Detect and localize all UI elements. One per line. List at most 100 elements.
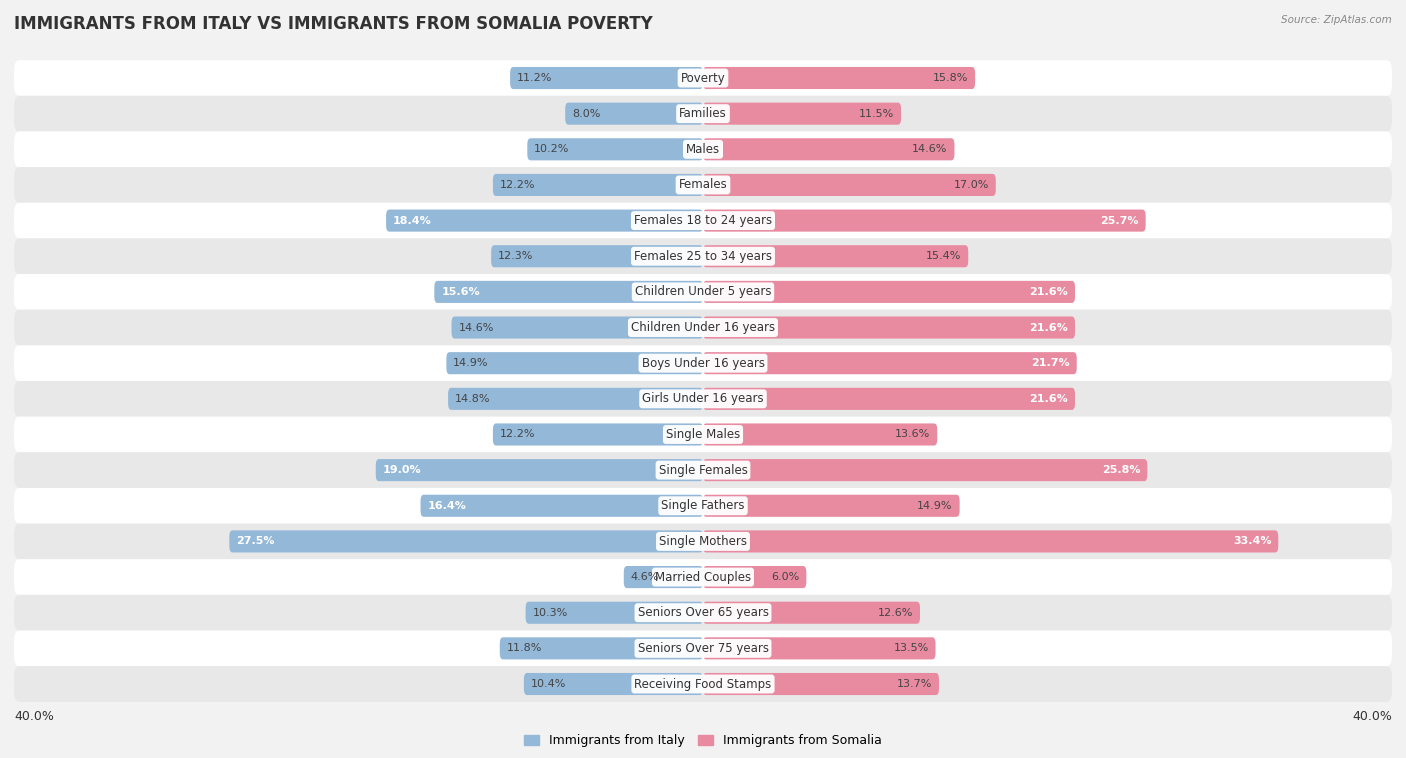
FancyBboxPatch shape [703,673,939,695]
FancyBboxPatch shape [703,245,969,268]
FancyBboxPatch shape [491,245,703,268]
FancyBboxPatch shape [703,637,935,659]
FancyBboxPatch shape [703,281,1076,303]
Text: 17.0%: 17.0% [953,180,988,190]
Text: 11.5%: 11.5% [859,108,894,119]
FancyBboxPatch shape [14,666,1392,702]
FancyBboxPatch shape [375,459,703,481]
Text: 40.0%: 40.0% [1353,709,1392,722]
Text: Females 18 to 24 years: Females 18 to 24 years [634,214,772,227]
Text: Poverty: Poverty [681,71,725,84]
Text: 10.2%: 10.2% [534,144,569,155]
FancyBboxPatch shape [510,67,703,89]
Text: 8.0%: 8.0% [572,108,600,119]
FancyBboxPatch shape [14,239,1392,274]
FancyBboxPatch shape [14,203,1392,239]
FancyBboxPatch shape [703,388,1076,410]
Text: Boys Under 16 years: Boys Under 16 years [641,357,765,370]
Text: 18.4%: 18.4% [392,215,432,226]
Text: Source: ZipAtlas.com: Source: ZipAtlas.com [1281,15,1392,25]
FancyBboxPatch shape [14,274,1392,310]
FancyBboxPatch shape [703,174,995,196]
FancyBboxPatch shape [703,531,1278,553]
Text: 13.6%: 13.6% [896,430,931,440]
FancyBboxPatch shape [703,102,901,125]
FancyBboxPatch shape [14,524,1392,559]
FancyBboxPatch shape [494,174,703,196]
FancyBboxPatch shape [14,346,1392,381]
FancyBboxPatch shape [703,459,1147,481]
FancyBboxPatch shape [703,138,955,161]
Text: 11.2%: 11.2% [517,73,553,83]
Text: 14.6%: 14.6% [912,144,948,155]
Legend: Immigrants from Italy, Immigrants from Somalia: Immigrants from Italy, Immigrants from S… [519,729,887,753]
Text: Seniors Over 75 years: Seniors Over 75 years [637,642,769,655]
FancyBboxPatch shape [14,595,1392,631]
Text: Seniors Over 65 years: Seniors Over 65 years [637,606,769,619]
Text: 14.8%: 14.8% [456,394,491,404]
FancyBboxPatch shape [703,424,938,446]
FancyBboxPatch shape [434,281,703,303]
FancyBboxPatch shape [14,310,1392,346]
Text: 15.4%: 15.4% [927,251,962,262]
Text: 14.9%: 14.9% [453,359,489,368]
FancyBboxPatch shape [703,317,1076,339]
Text: 21.6%: 21.6% [1029,323,1069,333]
FancyBboxPatch shape [703,209,1146,232]
Text: Single Females: Single Females [658,464,748,477]
FancyBboxPatch shape [703,67,976,89]
Text: Girls Under 16 years: Girls Under 16 years [643,393,763,406]
Text: 12.6%: 12.6% [877,608,912,618]
Text: 11.8%: 11.8% [506,644,543,653]
Text: 4.6%: 4.6% [631,572,659,582]
Text: 10.3%: 10.3% [533,608,568,618]
Text: 16.4%: 16.4% [427,501,467,511]
Text: 12.2%: 12.2% [499,180,536,190]
FancyBboxPatch shape [14,131,1392,167]
FancyBboxPatch shape [494,424,703,446]
FancyBboxPatch shape [14,417,1392,453]
FancyBboxPatch shape [14,96,1392,131]
Text: 14.9%: 14.9% [917,501,953,511]
Text: 21.6%: 21.6% [1029,394,1069,404]
FancyBboxPatch shape [14,167,1392,203]
Text: 12.3%: 12.3% [498,251,533,262]
Text: Receiving Food Stamps: Receiving Food Stamps [634,678,772,691]
Text: 33.4%: 33.4% [1233,537,1271,547]
Text: 15.6%: 15.6% [441,287,479,297]
FancyBboxPatch shape [526,602,703,624]
Text: Single Males: Single Males [666,428,740,441]
Text: 10.4%: 10.4% [531,679,567,689]
Text: Children Under 16 years: Children Under 16 years [631,321,775,334]
Text: Females: Females [679,178,727,192]
Text: 12.2%: 12.2% [499,430,536,440]
Text: 27.5%: 27.5% [236,537,274,547]
Text: Single Fathers: Single Fathers [661,500,745,512]
FancyBboxPatch shape [624,566,703,588]
Text: IMMIGRANTS FROM ITALY VS IMMIGRANTS FROM SOMALIA POVERTY: IMMIGRANTS FROM ITALY VS IMMIGRANTS FROM… [14,15,652,33]
FancyBboxPatch shape [14,488,1392,524]
Text: 21.6%: 21.6% [1029,287,1069,297]
Text: 25.7%: 25.7% [1101,215,1139,226]
FancyBboxPatch shape [703,495,960,517]
Text: 13.5%: 13.5% [893,644,928,653]
Text: 6.0%: 6.0% [772,572,800,582]
Text: 15.8%: 15.8% [932,73,969,83]
FancyBboxPatch shape [14,453,1392,488]
Text: 21.7%: 21.7% [1031,359,1070,368]
FancyBboxPatch shape [14,381,1392,417]
FancyBboxPatch shape [499,637,703,659]
FancyBboxPatch shape [420,495,703,517]
Text: Single Mothers: Single Mothers [659,535,747,548]
FancyBboxPatch shape [703,602,920,624]
Text: Males: Males [686,143,720,156]
FancyBboxPatch shape [449,388,703,410]
FancyBboxPatch shape [14,631,1392,666]
Text: Married Couples: Married Couples [655,571,751,584]
FancyBboxPatch shape [703,566,807,588]
FancyBboxPatch shape [524,673,703,695]
FancyBboxPatch shape [527,138,703,161]
FancyBboxPatch shape [229,531,703,553]
Text: Families: Families [679,107,727,121]
Text: 40.0%: 40.0% [14,709,53,722]
